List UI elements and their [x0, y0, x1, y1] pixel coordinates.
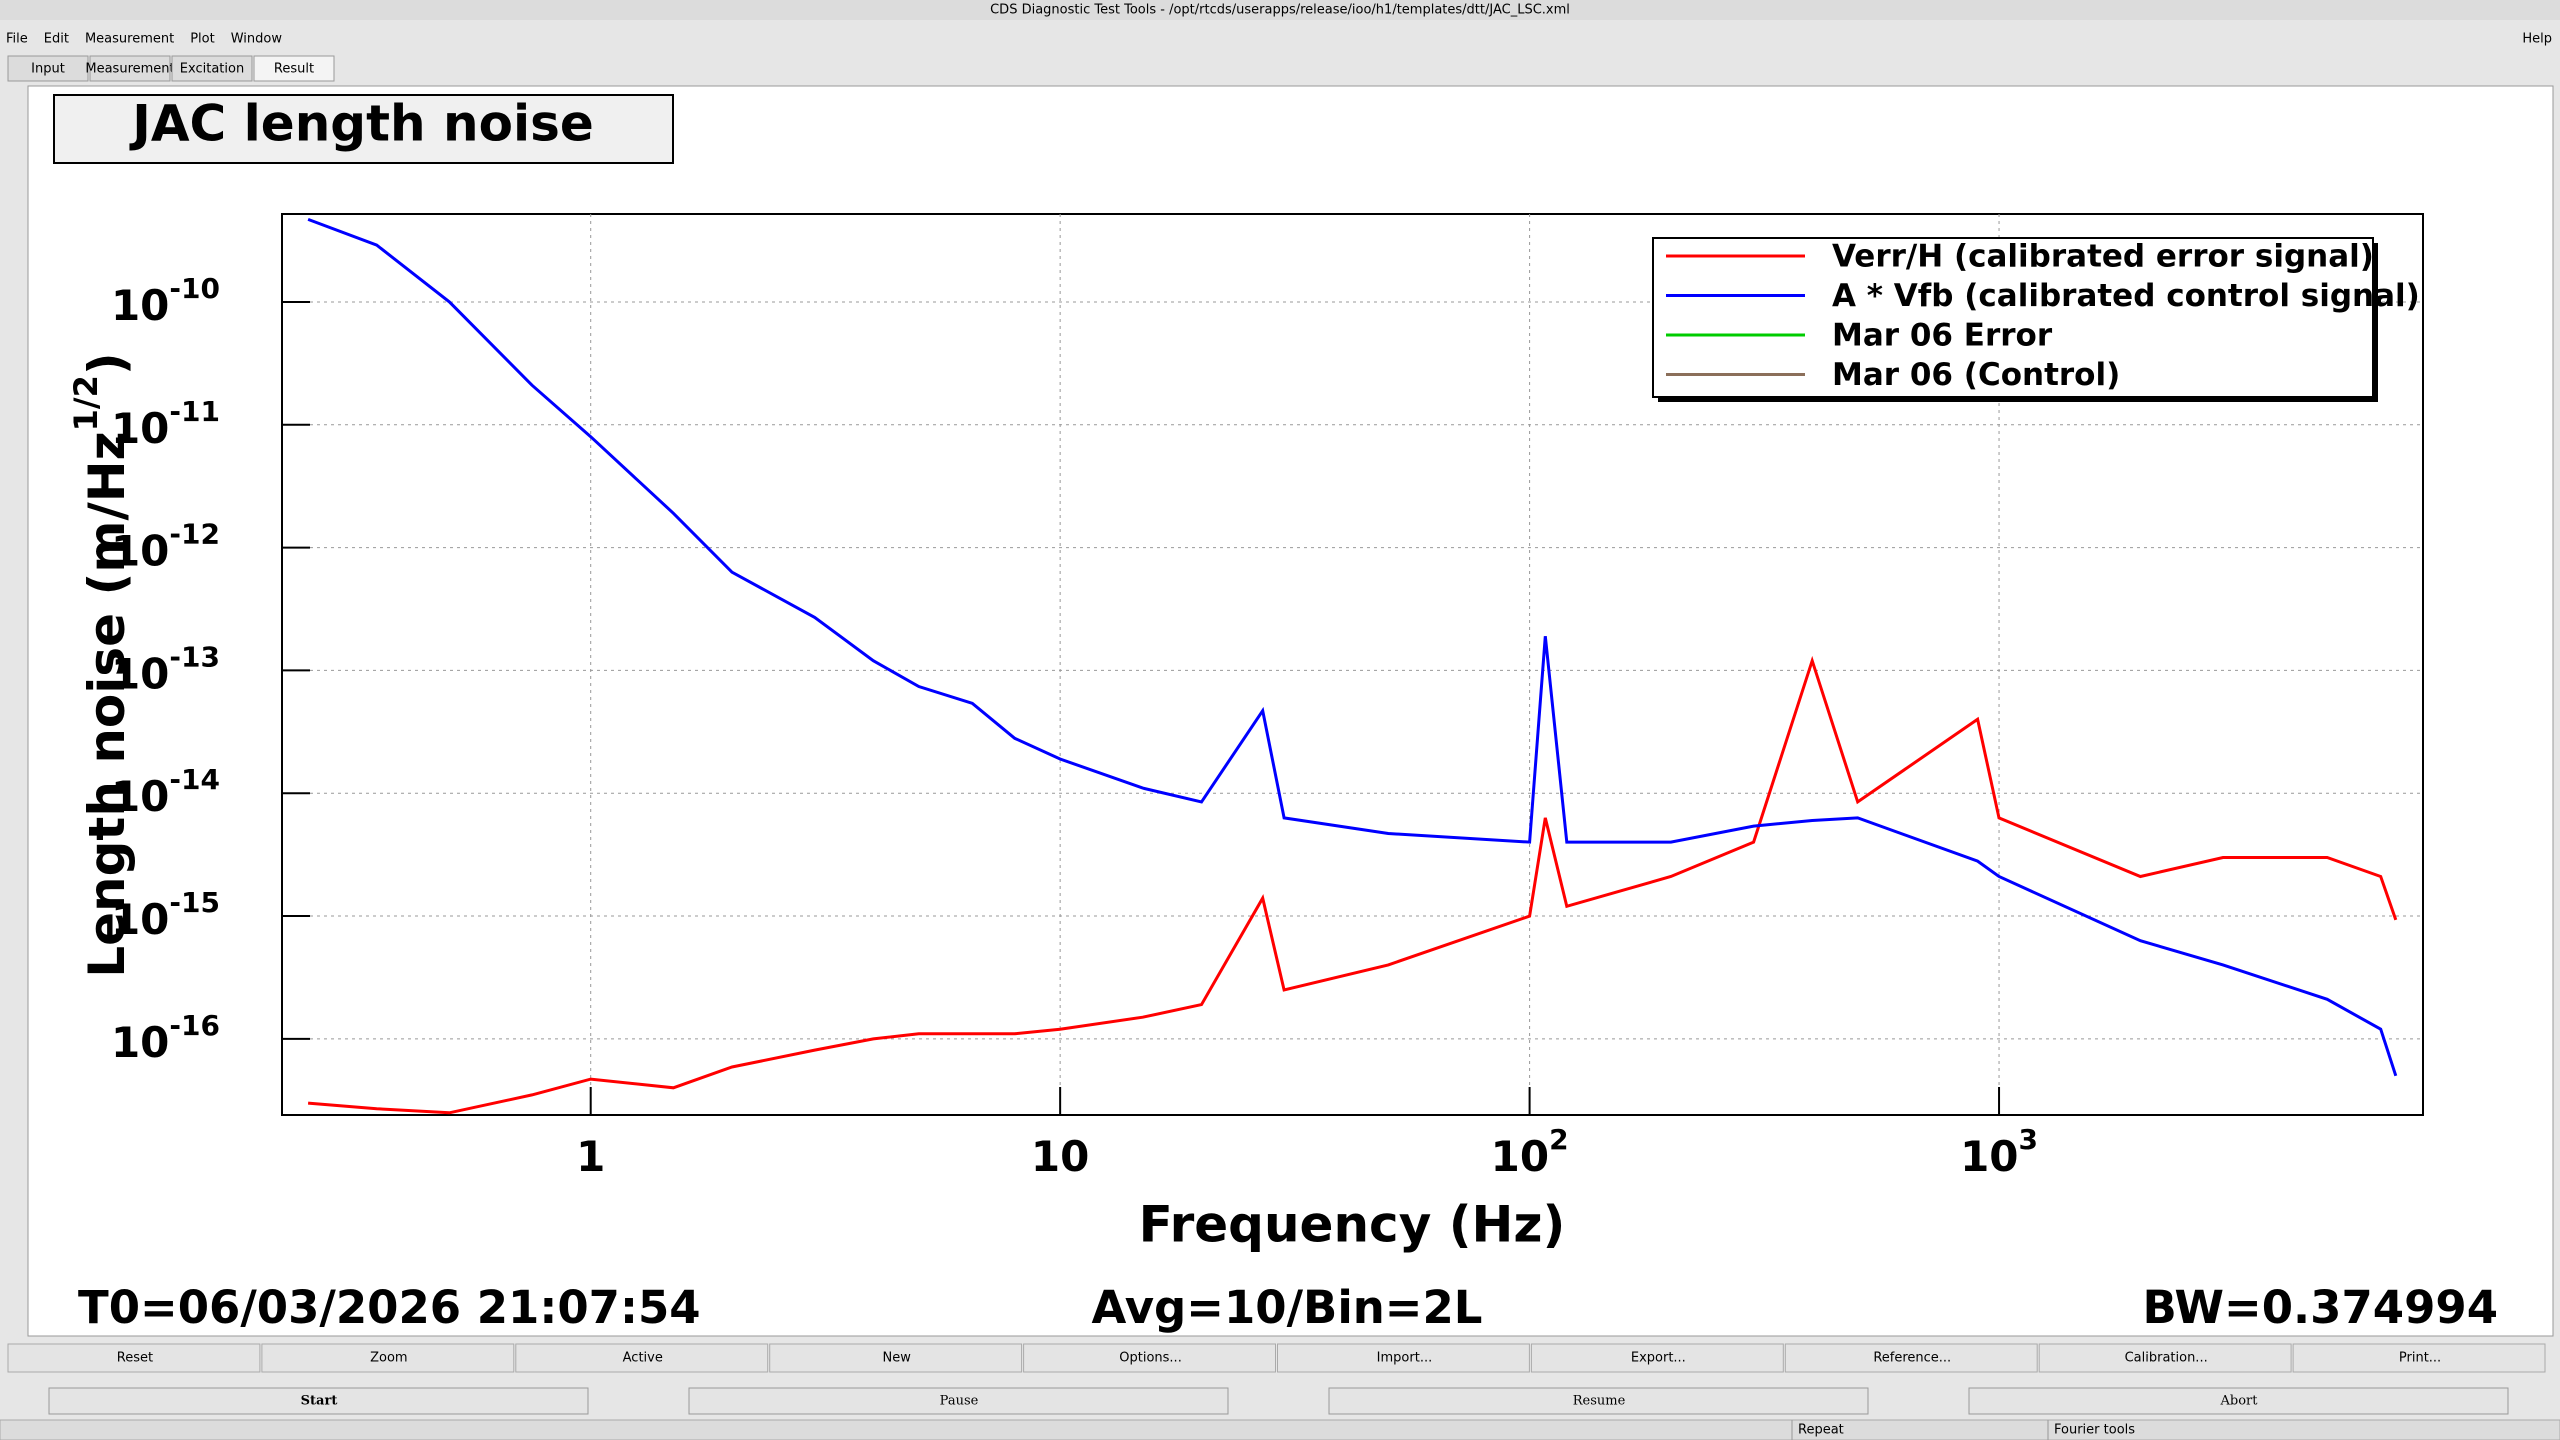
button[interactable] [515, 1343, 769, 1373]
tick-base: 10 [111, 772, 169, 821]
button-label[interactable]: New [882, 1351, 911, 1366]
tab[interactable] [253, 55, 335, 82]
plot-frame [281, 213, 2424, 1116]
legend-label: Verr/H (calibrated error signal) [1832, 239, 2374, 275]
x-tick-label: 1 [576, 1132, 605, 1181]
menu-item[interactable]: Edit [44, 32, 69, 47]
button[interactable] [1023, 1343, 1276, 1373]
control-button[interactable] [1328, 1387, 1869, 1415]
y-tick-label: 10-15 [111, 886, 220, 944]
tick-base: 10 [1491, 1132, 1549, 1181]
x-axis-title: Frequency (Hz) [1139, 1196, 1566, 1254]
series-line [307, 655, 2398, 1115]
menu-item[interactable]: Plot [190, 32, 215, 47]
y-tick-label: 10-12 [111, 518, 220, 576]
status-bar [0, 1419, 2560, 1440]
y-axis-title-main: Length noise (m/Hz [78, 431, 136, 977]
title-bar [0, 0, 2560, 20]
tick-exponent: -13 [169, 640, 220, 673]
legend-box [1652, 237, 2374, 398]
series-line [307, 217, 2398, 1077]
button[interactable] [2038, 1343, 2292, 1373]
legend-label: Mar 06 Error [1832, 318, 2053, 354]
y-tick-label: 10-14 [111, 763, 220, 821]
tick-base: 10 [111, 649, 169, 698]
control-button[interactable] [1968, 1387, 2509, 1415]
button-label[interactable]: Reference... [1873, 1351, 1951, 1366]
x-tick-label: 102 [1491, 1123, 1569, 1181]
title-box [53, 94, 674, 164]
button-label[interactable]: Export... [1631, 1351, 1686, 1366]
t0-info: T0=06/03/2026 21:07:54 [78, 1281, 701, 1334]
control-label[interactable]: Resume [1573, 1394, 1626, 1409]
tick-base: 10 [111, 280, 169, 329]
tick-exponent: -11 [169, 395, 220, 428]
tick-base: 10 [111, 403, 169, 452]
menu-item[interactable]: Measurement [85, 32, 174, 47]
x-tick-label: 103 [1960, 1123, 2038, 1181]
tick-exponent: -12 [169, 518, 220, 551]
y-axis-title: Length noise (m/Hz1/2) [67, 352, 136, 977]
tick-base: 1 [576, 1132, 605, 1181]
menu-item[interactable]: Window [231, 32, 283, 47]
tick-base: 10 [111, 1017, 169, 1066]
y-tick-label: 10-16 [111, 1009, 220, 1067]
tab-label[interactable]: Excitation [180, 62, 244, 77]
y-tick-label: 10-11 [111, 395, 220, 453]
y-tick-label: 10-10 [111, 272, 220, 330]
control-button[interactable] [688, 1387, 1229, 1415]
tab[interactable] [171, 55, 253, 82]
tick-exponent: 3 [2019, 1123, 2038, 1156]
tab[interactable] [7, 55, 89, 82]
control-label[interactable]: Abort [2220, 1394, 2259, 1409]
y-tick-label: 10-13 [111, 640, 220, 698]
tab[interactable] [89, 55, 171, 82]
button[interactable] [261, 1343, 515, 1373]
tick-base: 10 [1031, 1132, 1089, 1181]
bw-info: BW=0.374994 [2143, 1281, 2498, 1334]
tab-label[interactable]: Result [274, 62, 314, 77]
y-axis-title-sup: 1/2 [67, 375, 105, 431]
legend-label: Mar 06 (Control) [1832, 357, 2120, 393]
tick-base: 10 [111, 526, 169, 575]
menu-help[interactable]: Help [2522, 32, 2552, 47]
tick-base: 10 [1960, 1132, 2018, 1181]
tick-exponent: -15 [169, 886, 220, 919]
tab-label[interactable]: Input [31, 62, 65, 77]
tick-exponent: -14 [169, 763, 220, 796]
legend-label: A * Vfb (calibrated control signal) [1832, 278, 2420, 314]
button-label[interactable]: Import... [1377, 1351, 1433, 1366]
button-label[interactable]: Options... [1119, 1351, 1182, 1366]
status-text: Fourier tools [2054, 1423, 2135, 1438]
x-tick-label: 10 [1031, 1132, 1089, 1181]
tick-exponent: 2 [1549, 1123, 1568, 1156]
control-label[interactable]: Start [301, 1394, 338, 1409]
menu-item[interactable]: File [6, 32, 28, 47]
button[interactable] [1784, 1343, 2038, 1373]
button-label[interactable]: Print... [2399, 1351, 2441, 1366]
y-axis-title-end: ) [78, 352, 136, 375]
button-label[interactable]: Reset [117, 1351, 153, 1366]
control-label[interactable]: Pause [940, 1394, 979, 1409]
tick-exponent: -16 [169, 1009, 220, 1042]
button-label[interactable]: Active [623, 1351, 663, 1366]
tick-exponent: -10 [169, 272, 220, 305]
button[interactable] [769, 1343, 1023, 1373]
status-text: Repeat [1798, 1423, 1844, 1438]
control-button[interactable] [48, 1387, 589, 1415]
tab-label[interactable]: Measurement [85, 62, 174, 77]
button-label[interactable]: Zoom [370, 1351, 407, 1366]
button[interactable] [7, 1343, 261, 1373]
button-label[interactable]: Calibration... [2125, 1351, 2208, 1366]
button[interactable] [1530, 1343, 1784, 1373]
tick-base: 10 [111, 895, 169, 944]
button[interactable] [1277, 1343, 1530, 1373]
button[interactable] [2292, 1343, 2546, 1373]
chart-title: JAC length noise [129, 95, 594, 153]
window-title: CDS Diagnostic Test Tools - /opt/rtcds/u… [990, 3, 1570, 18]
avg-info: Avg=10/Bin=2L [1092, 1281, 1483, 1334]
